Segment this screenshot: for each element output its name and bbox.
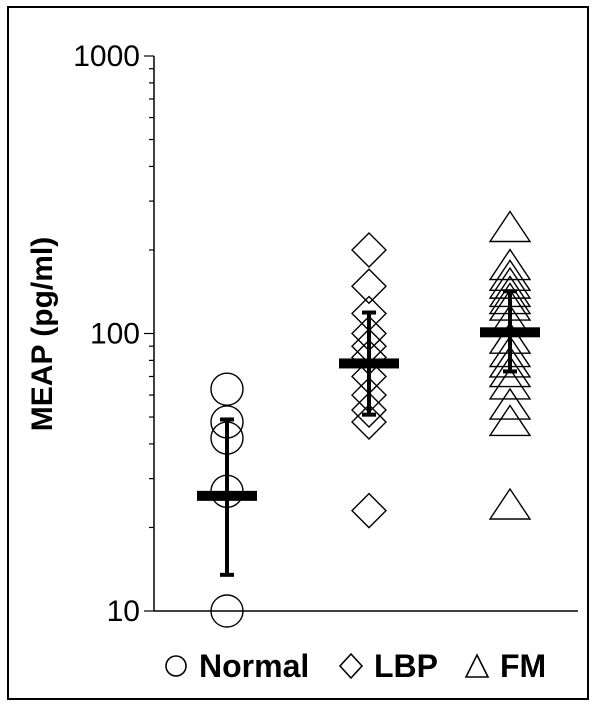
data-marks	[210, 210, 532, 628]
fm-point	[488, 367, 532, 400]
y-tick-label: 100	[90, 318, 140, 351]
fm-point	[488, 210, 532, 243]
normal-point	[210, 372, 244, 406]
mean-bar	[197, 490, 257, 501]
fm-point	[488, 248, 532, 281]
y-axis-label: MEAP (pg/ml)	[26, 237, 59, 431]
legend-label-normal: Normal	[199, 648, 309, 684]
fm-point	[488, 487, 532, 520]
y-tick-label: 1000	[73, 40, 140, 73]
legend: Normal LBP FM	[165, 648, 546, 684]
legend-triangle-icon	[464, 653, 490, 678]
lbp-point	[351, 231, 387, 268]
lbp-point	[351, 492, 387, 529]
mean-bar	[339, 358, 399, 369]
mean-bar	[480, 327, 540, 338]
fm-point	[488, 355, 532, 388]
lbp-point	[351, 392, 387, 429]
fm-point	[488, 404, 532, 437]
lbp-point	[351, 268, 387, 305]
fm-point	[488, 387, 532, 420]
axes: 10 100 1000	[73, 40, 578, 628]
lbp-point	[351, 403, 387, 440]
fm-point	[488, 345, 532, 378]
legend-label-fm: FM	[500, 648, 546, 684]
summary-marks	[197, 289, 540, 577]
normal-point	[210, 594, 244, 628]
chart-border	[7, 6, 589, 700]
legend-diamond-icon	[338, 652, 364, 680]
legend-circle-icon	[165, 655, 187, 677]
y-tick-label: 10	[107, 595, 140, 628]
legend-label-lbp: LBP	[374, 648, 438, 684]
